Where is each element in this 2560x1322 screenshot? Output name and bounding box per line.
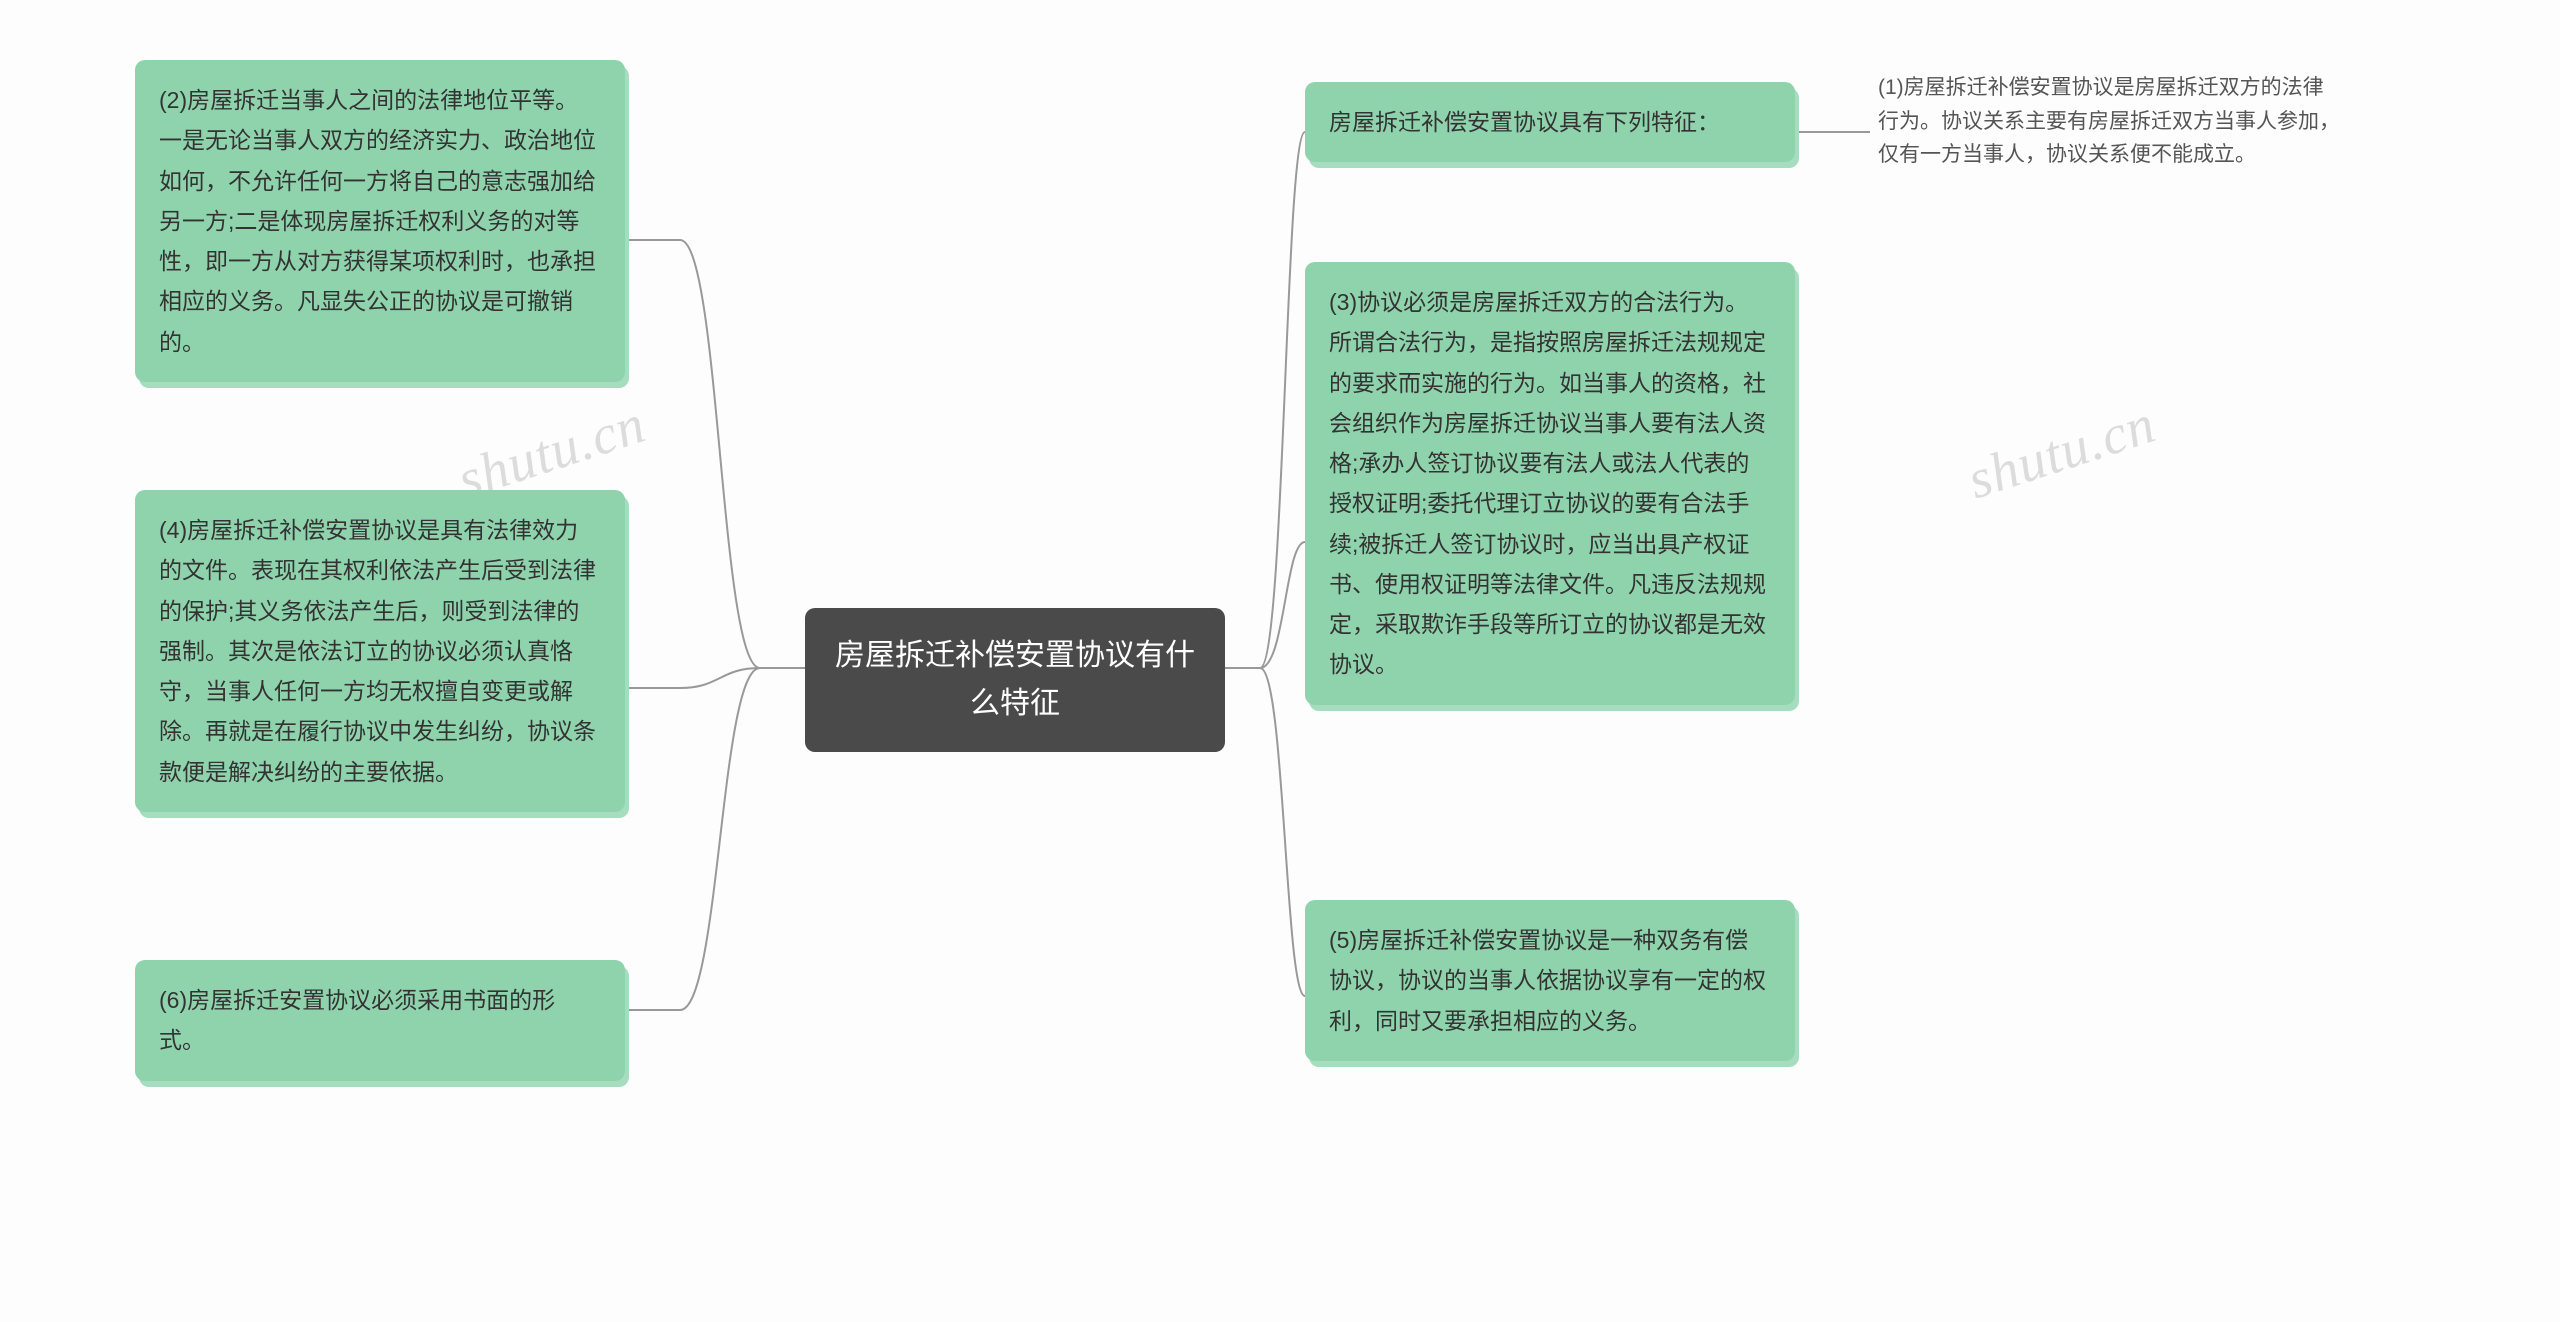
mindmap-leaf-r1[interactable]: (1)房屋拆迁补偿安置协议是房屋拆迁双方的法律行为。协议关系主要有房屋拆迁双方当… — [1870, 65, 2350, 178]
mindmap-center-node[interactable]: 房屋拆迁补偿安置协议有什么特征 — [805, 608, 1225, 752]
mindmap-node-r-intro[interactable]: 房屋拆迁补偿安置协议具有下列特征： — [1305, 82, 1795, 162]
mindmap-node-l6[interactable]: (6)房屋拆迁安置协议必须采用书面的形式。 — [135, 960, 625, 1081]
watermark-text: shutu.cn — [1960, 392, 2163, 512]
mindmap-node-r3[interactable]: (3)协议必须是房屋拆迁双方的合法行为。所谓合法行为，是指按照房屋拆迁法规规定的… — [1305, 262, 1795, 705]
mindmap-node-r5[interactable]: (5)房屋拆迁补偿安置协议是一种双务有偿协议，协议的当事人依据协议享有一定的权利… — [1305, 900, 1795, 1061]
mindmap-node-l4[interactable]: (4)房屋拆迁补偿安置协议是具有法律效力的文件。表现在其权利依法产生后受到法律的… — [135, 490, 625, 812]
mindmap-node-l2[interactable]: (2)房屋拆迁当事人之间的法律地位平等。一是无论当事人双方的经济实力、政治地位如… — [135, 60, 625, 382]
